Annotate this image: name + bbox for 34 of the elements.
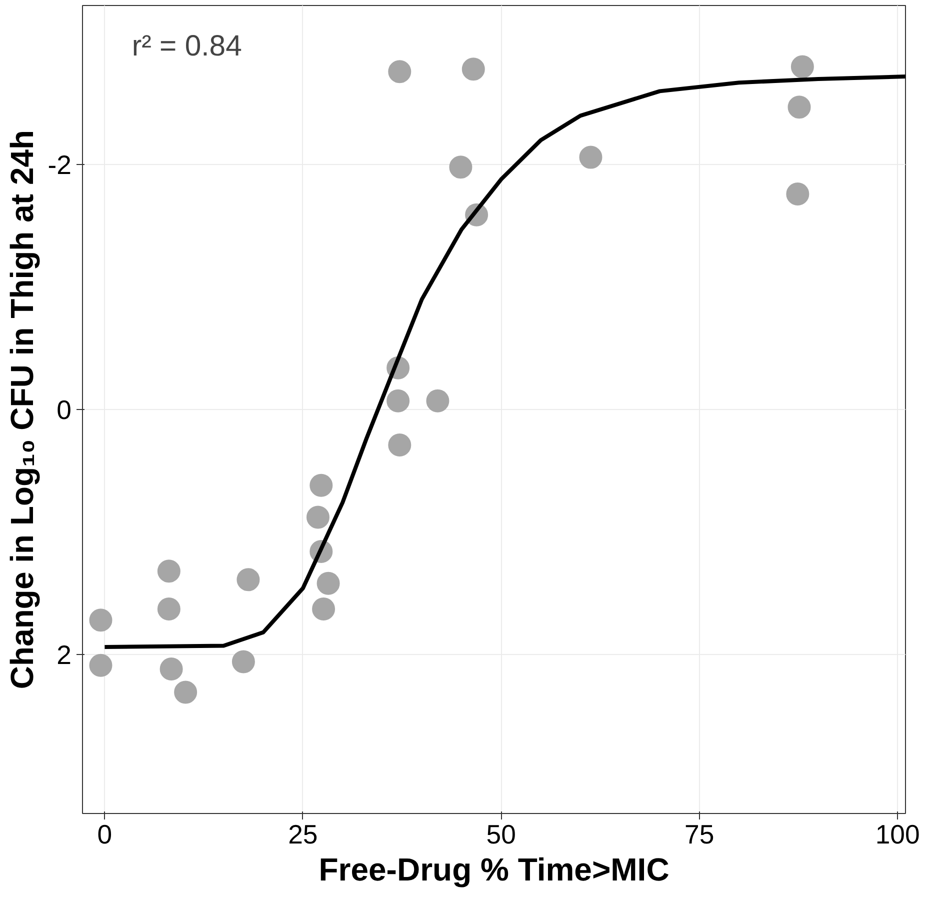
x-tick-label: 100 (875, 820, 920, 850)
x-tick-label: 75 (684, 820, 714, 850)
point (388, 434, 412, 456)
point (462, 58, 485, 81)
x-axis-title: Free-Drug % Time>MIC (318, 852, 670, 888)
point (388, 60, 412, 84)
point (426, 389, 450, 412)
x-tick-label: 50 (486, 820, 516, 850)
annotation: r² = 0.84 (132, 29, 242, 62)
point (788, 96, 811, 119)
y-tick-label: 2 (56, 640, 72, 670)
line-series (102, 74, 906, 650)
point (160, 658, 183, 681)
point (157, 560, 180, 583)
y-tick-label: -2 (48, 150, 72, 180)
point (89, 608, 112, 632)
y-axis-title: Change in Log₁₀ CFU in Thigh at 24h (4, 130, 40, 690)
point (236, 568, 260, 592)
y-tick-label: 0 (56, 395, 72, 425)
point (232, 650, 255, 674)
point (786, 182, 810, 206)
x-tick-label: 25 (288, 820, 318, 850)
x-tick-label: 0 (97, 820, 112, 850)
point (386, 389, 410, 412)
point (310, 474, 333, 497)
point (579, 146, 602, 169)
point (174, 680, 198, 704)
point (312, 598, 336, 621)
point (316, 572, 340, 595)
point (157, 598, 180, 621)
point (89, 654, 112, 677)
point (790, 55, 814, 78)
point (306, 506, 330, 529)
point (449, 156, 472, 179)
